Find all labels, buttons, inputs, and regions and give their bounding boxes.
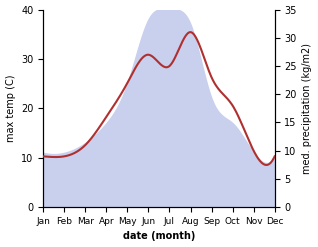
Y-axis label: med. precipitation (kg/m2): med. precipitation (kg/m2): [302, 43, 313, 174]
Y-axis label: max temp (C): max temp (C): [5, 75, 16, 142]
X-axis label: date (month): date (month): [123, 231, 195, 242]
